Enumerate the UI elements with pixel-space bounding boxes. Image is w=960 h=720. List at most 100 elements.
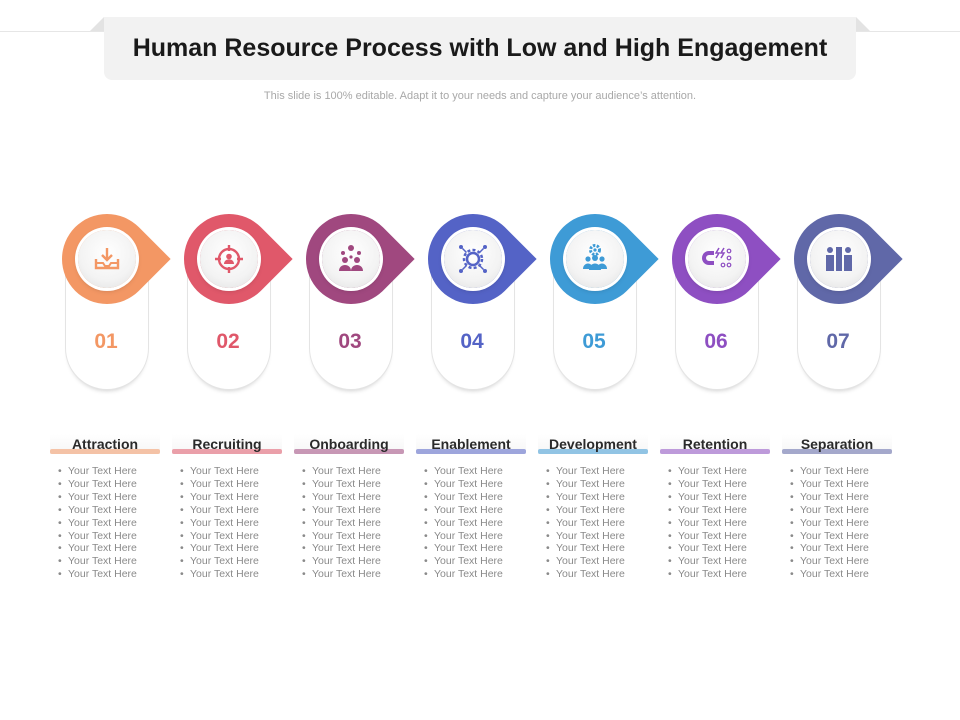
bullet-item: Your Text Here (178, 465, 288, 478)
bullet-item: Your Text Here (666, 542, 776, 555)
title-banner: Human Resource Process with Low and High… (90, 17, 870, 80)
bullet-item: Your Text Here (422, 568, 532, 581)
bullet-item: Your Text Here (178, 530, 288, 543)
step-number: 02 (216, 330, 240, 353)
step-label: Enablement (431, 436, 511, 452)
bullet-item: Your Text Here (56, 491, 166, 504)
bullet-item: Your Text Here (56, 517, 166, 530)
bullet-item: Your Text Here (56, 465, 166, 478)
process-step: 05DevelopmentYour Text HereYour Text Her… (531, 195, 674, 594)
step-number: 03 (338, 330, 362, 353)
bullet-item: Your Text Here (544, 517, 654, 530)
bullet-item: Your Text Here (300, 517, 410, 530)
bullet-item: Your Text Here (666, 555, 776, 568)
step-label-bar: Recruiting (172, 434, 282, 454)
step-label-bar: Enablement (416, 434, 526, 454)
bullet-item: Your Text Here (300, 530, 410, 543)
people-separated-icon (826, 247, 852, 271)
bullet-item: Your Text Here (300, 568, 410, 581)
step-number: 01 (94, 330, 118, 353)
step-label: Onboarding (309, 436, 389, 452)
step-number: 04 (460, 330, 484, 353)
step-icon-circle (566, 230, 624, 288)
process-step: 01AttractionYour Text HereYour Text Here… (43, 195, 186, 594)
step-label: Retention (682, 436, 748, 452)
bullet-item: Your Text Here (56, 478, 166, 491)
step-label-bar: Onboarding (294, 434, 404, 454)
step-label-bar: Retention (660, 434, 770, 454)
process-step: 07SeparationYour Text HereYour Text Here… (775, 195, 918, 594)
bullet-item: Your Text Here (666, 465, 776, 478)
bullet-item: Your Text Here (178, 542, 288, 555)
inbox-download-icon (94, 248, 120, 270)
step-number: 07 (826, 330, 850, 353)
target-person-icon (215, 245, 243, 273)
magnet-icon (702, 247, 732, 268)
bullet-item: Your Text Here (788, 517, 898, 530)
bullet-item: Your Text Here (422, 555, 532, 568)
step-icon-circle (78, 230, 136, 288)
bullet-item: Your Text Here (788, 478, 898, 491)
bullet-item: Your Text Here (422, 491, 532, 504)
step-bullet-list: Your Text HereYour Text HereYour Text He… (422, 465, 532, 581)
bullet-item: Your Text Here (178, 478, 288, 491)
step-icon-circle (322, 230, 380, 288)
bullet-item: Your Text Here (666, 478, 776, 491)
step-label-bar: Attraction (50, 434, 160, 454)
process-step: 06RetentionYour Text HereYour Text HereY… (653, 195, 796, 594)
process-step: 02RecruitingYour Text HereYour Text Here… (165, 195, 308, 594)
step-label-bar: Development (538, 434, 648, 454)
bullet-item: Your Text Here (56, 555, 166, 568)
team-network-icon (339, 245, 363, 271)
gear-network-icon (459, 245, 487, 273)
page-subtitle: This slide is 100% editable. Adapt it to… (263, 90, 697, 102)
bullet-item: Your Text Here (666, 568, 776, 581)
bullet-item: Your Text Here (788, 491, 898, 504)
bullet-item: Your Text Here (422, 517, 532, 530)
bullet-item: Your Text Here (544, 478, 654, 491)
bullet-item: Your Text Here (544, 530, 654, 543)
bullet-item: Your Text Here (56, 530, 166, 543)
bullet-item: Your Text Here (788, 555, 898, 568)
bullet-item: Your Text Here (788, 568, 898, 581)
bullet-item: Your Text Here (300, 542, 410, 555)
bullet-item: Your Text Here (422, 504, 532, 517)
step-label: Development (549, 436, 637, 452)
step-icon-circle (444, 230, 502, 288)
bullet-item: Your Text Here (300, 465, 410, 478)
step-icon-circle (688, 230, 746, 288)
bullet-item: Your Text Here (422, 530, 532, 543)
bullet-item: Your Text Here (178, 517, 288, 530)
bullet-item: Your Text Here (422, 478, 532, 491)
bullet-item: Your Text Here (544, 504, 654, 517)
bullet-item: Your Text Here (178, 491, 288, 504)
bullet-item: Your Text Here (788, 465, 898, 478)
bullet-item: Your Text Here (56, 504, 166, 517)
step-icon-circle (810, 230, 868, 288)
step-bullet-list: Your Text HereYour Text HereYour Text He… (178, 465, 288, 581)
bullet-item: Your Text Here (422, 465, 532, 478)
bullet-item: Your Text Here (666, 517, 776, 530)
bullet-item: Your Text Here (422, 542, 532, 555)
bullet-item: Your Text Here (544, 542, 654, 555)
step-bullet-list: Your Text HereYour Text HereYour Text He… (544, 465, 654, 581)
bullet-item: Your Text Here (178, 504, 288, 517)
bullet-item: Your Text Here (300, 555, 410, 568)
bullet-item: Your Text Here (56, 542, 166, 555)
bullet-item: Your Text Here (178, 555, 288, 568)
bullet-item: Your Text Here (300, 491, 410, 504)
step-bullet-list: Your Text HereYour Text HereYour Text He… (300, 465, 410, 581)
bullet-item: Your Text Here (178, 568, 288, 581)
process-step: 04EnablementYour Text HereYour Text Here… (409, 195, 552, 594)
bullet-item: Your Text Here (300, 504, 410, 517)
step-icon-circle (200, 230, 258, 288)
step-number: 05 (582, 330, 606, 353)
bullet-item: Your Text Here (788, 542, 898, 555)
step-bullet-list: Your Text HereYour Text HereYour Text He… (56, 465, 166, 581)
bullet-item: Your Text Here (788, 530, 898, 543)
bullet-item: Your Text Here (666, 504, 776, 517)
step-bullet-list: Your Text HereYour Text HereYour Text He… (666, 465, 776, 581)
bullet-item: Your Text Here (300, 478, 410, 491)
bullet-item: Your Text Here (788, 504, 898, 517)
page-title: Human Resource Process with Low and High… (132, 34, 828, 62)
